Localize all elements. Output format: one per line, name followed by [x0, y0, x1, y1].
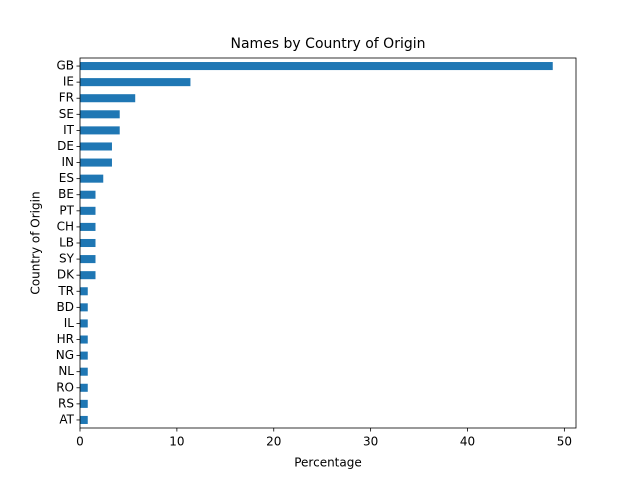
y-tick-label: BE: [58, 187, 74, 201]
y-tick-label: HR: [57, 332, 74, 346]
chart-title: Names by Country of Origin: [231, 36, 426, 52]
bar: [80, 126, 120, 135]
y-tick-label: NL: [58, 364, 74, 378]
x-tick-label: 20: [266, 435, 281, 449]
y-tick-label: RO: [56, 380, 74, 394]
bar: [80, 383, 88, 392]
x-tick-label: 10: [169, 435, 184, 449]
bar: [80, 335, 88, 344]
y-tick-label: IL: [64, 316, 75, 330]
y-tick-label: DE: [57, 139, 74, 153]
bar: [80, 174, 104, 183]
y-tick-label: IN: [61, 155, 74, 169]
y-tick-label: DK: [57, 268, 75, 282]
y-tick-label: AT: [59, 412, 74, 426]
bar: [80, 319, 88, 328]
y-tick-label: BD: [57, 300, 74, 314]
bar: [80, 399, 88, 408]
bar: [80, 238, 96, 248]
bar: [80, 271, 96, 280]
bar: [80, 222, 96, 231]
bar: [80, 62, 553, 71]
bar: [80, 255, 96, 264]
y-tick-label: TR: [57, 284, 74, 298]
bar: [80, 142, 112, 151]
y-tick-label: GB: [56, 59, 74, 73]
y-tick-label: IT: [63, 123, 75, 137]
y-tick-label: CH: [57, 219, 74, 233]
bar: [80, 206, 96, 215]
bar: [80, 415, 88, 424]
y-tick-label: SE: [59, 107, 74, 121]
bar: [80, 367, 88, 376]
y-tick-label: FR: [59, 91, 74, 105]
y-tick-label: SY: [59, 252, 75, 266]
y-axis-label: Country of Origin: [29, 191, 43, 294]
y-tick-label: LB: [59, 236, 74, 250]
x-tick-label: 30: [363, 435, 378, 449]
x-tick-label: 40: [460, 435, 475, 449]
bar: [80, 287, 88, 296]
bar: [80, 78, 191, 87]
x-axis-label: Percentage: [294, 456, 362, 470]
bar: [80, 110, 120, 119]
y-tick-label: PT: [59, 203, 74, 217]
axes-frame: [79, 57, 577, 429]
y-tick-label: NG: [56, 348, 74, 362]
x-tick-label: 50: [557, 435, 572, 449]
bar: [80, 190, 96, 199]
bar: [80, 351, 88, 360]
y-tick-label: RS: [58, 396, 74, 410]
bar: [80, 158, 112, 167]
y-tick-label: ES: [59, 171, 74, 185]
bar: [80, 303, 88, 312]
bar: [80, 94, 136, 103]
x-tick-label: 0: [76, 435, 84, 449]
y-tick-label: IE: [63, 75, 74, 89]
